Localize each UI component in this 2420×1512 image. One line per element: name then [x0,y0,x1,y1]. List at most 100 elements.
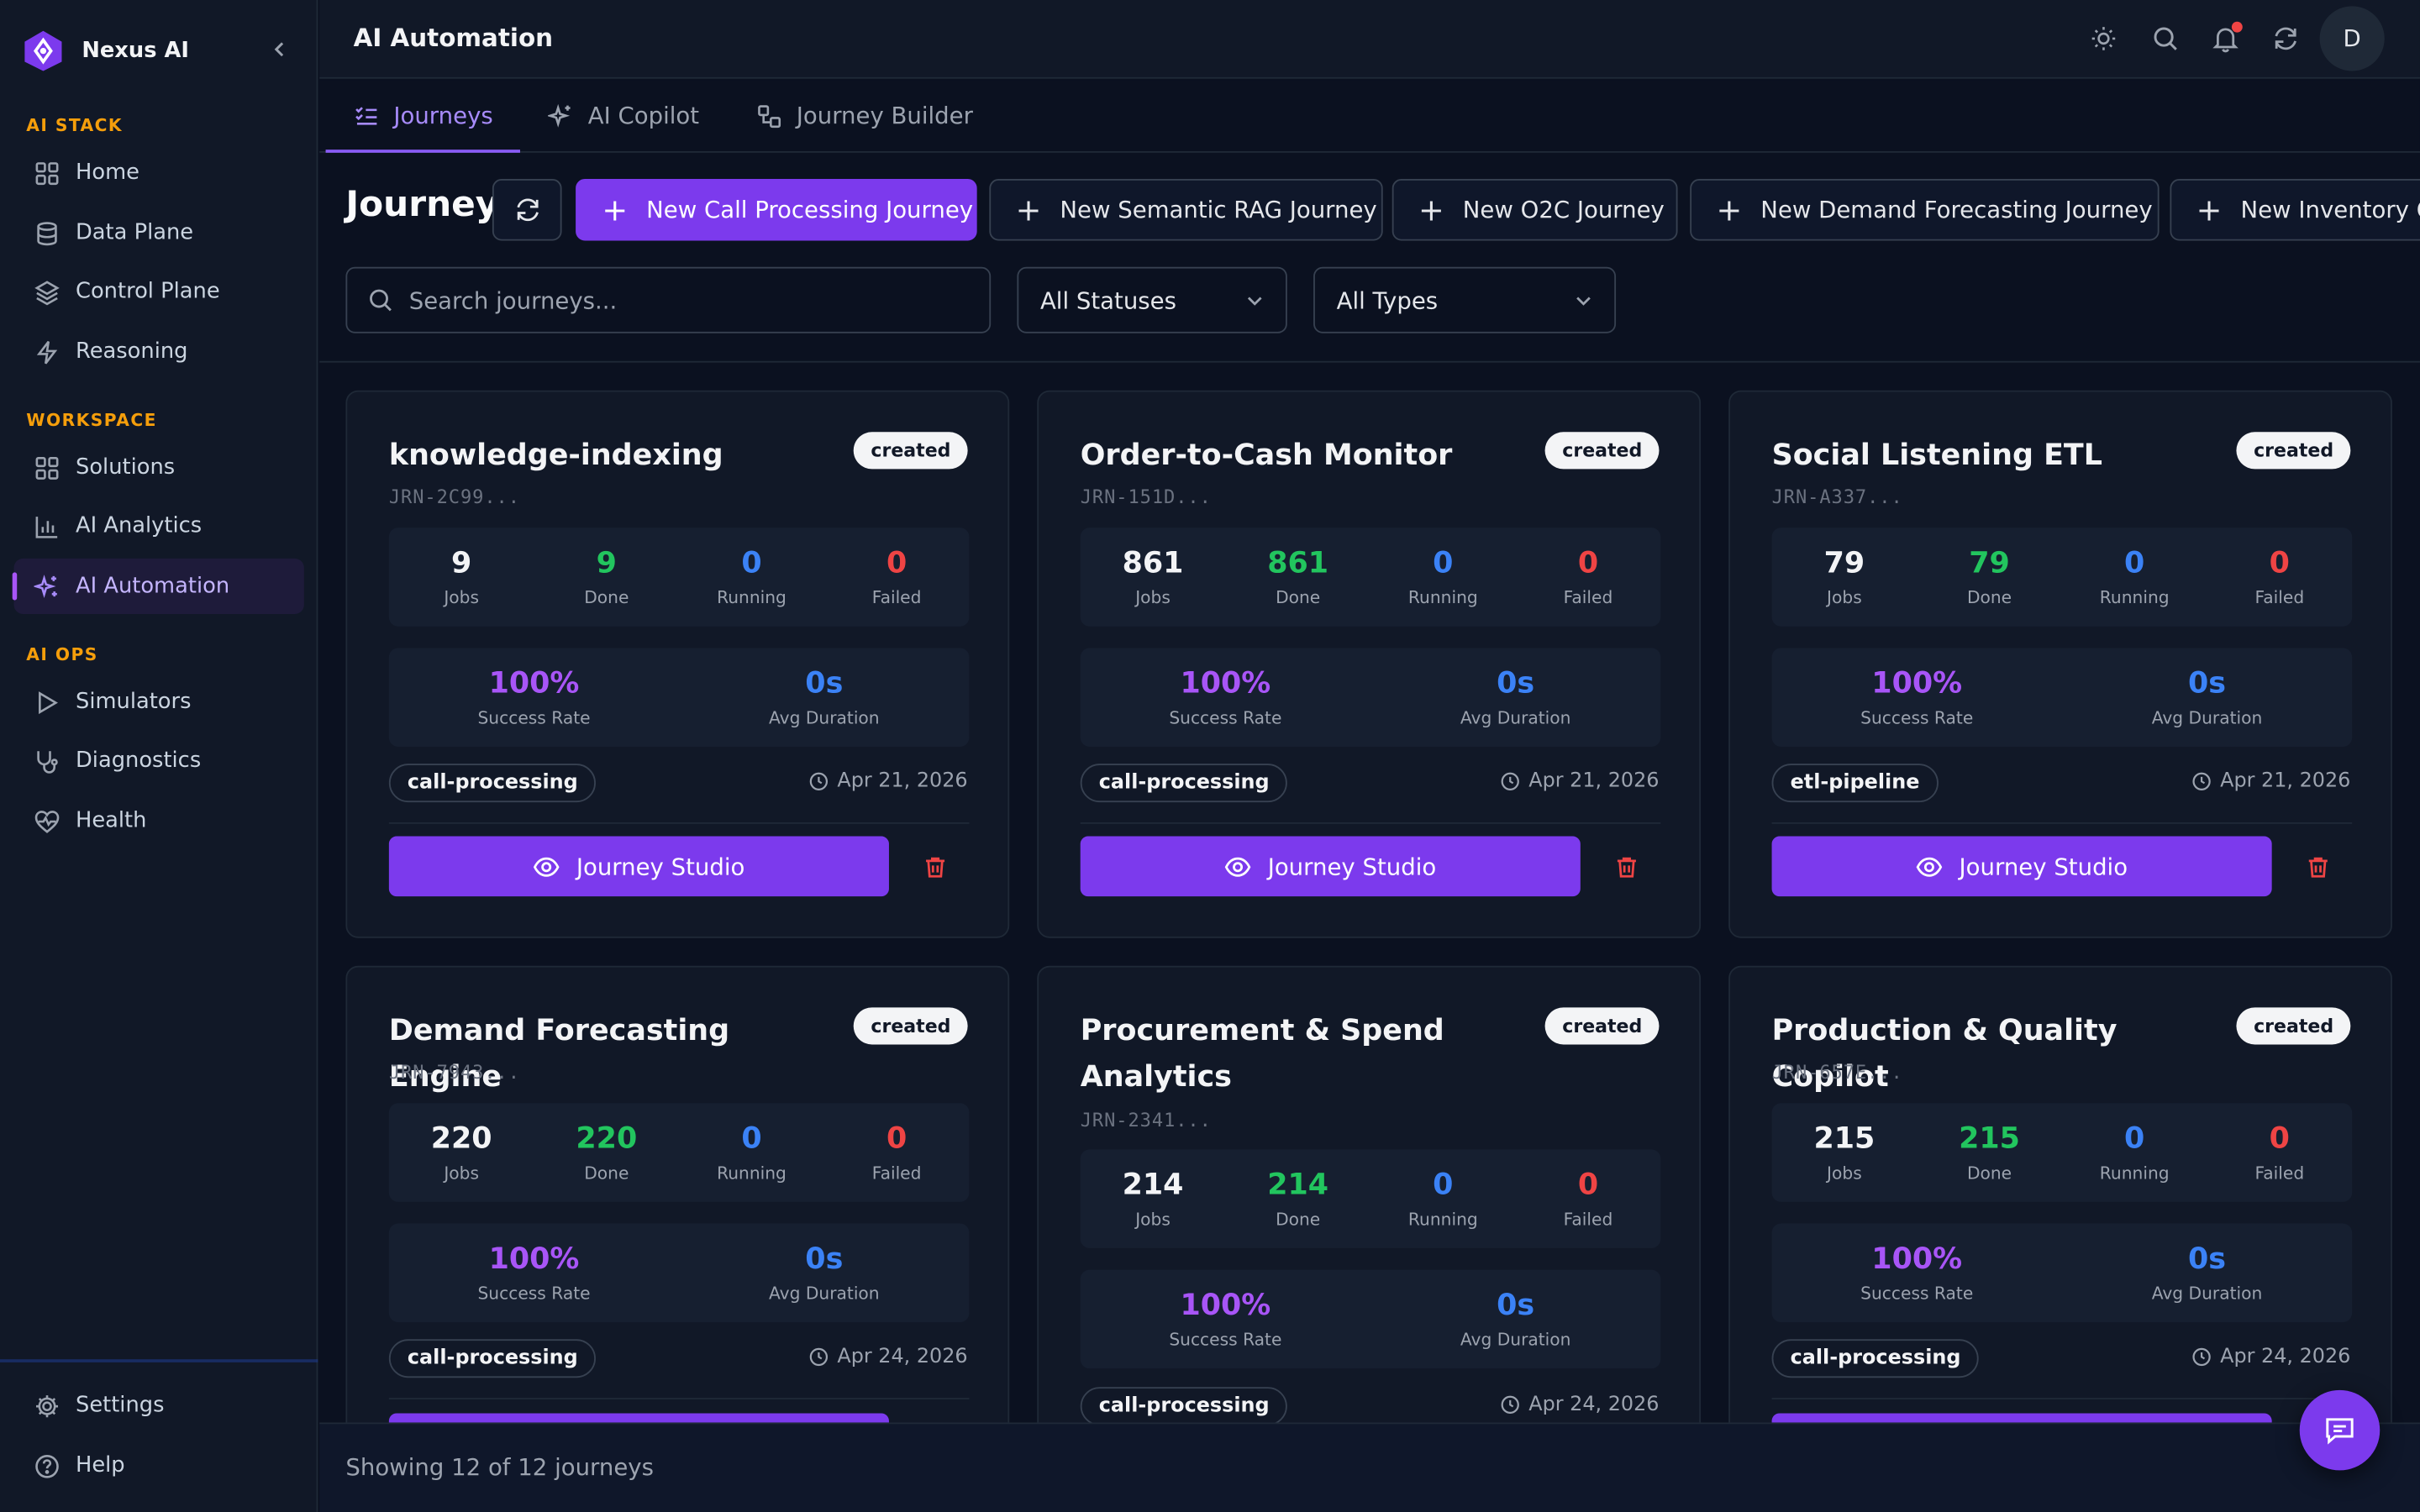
sidebar-item-solutions[interactable]: Solutions [14,439,304,495]
stat-value: 220 [430,1121,492,1156]
chat-assistant-button[interactable] [2299,1389,2381,1471]
brand[interactable]: Nexus AI [24,28,189,74]
metric-avg-duration: 0s Avg Duration [679,648,969,747]
sidebar-item-data-plane[interactable]: Data Plane [14,205,304,260]
journey-studio-button[interactable]: Journey Studio [1080,836,1581,897]
metric-value: 100% [488,1242,580,1276]
journey-id: JRN-151D... [1080,486,1212,508]
tab-journeys[interactable]: Journeys [325,81,522,153]
sidebar-item-home[interactable]: Home [14,145,304,201]
status-badge: created [854,1007,968,1045]
button-label: Journey Studio [1267,852,1437,880]
stat-running: 0 Running [1370,528,1516,627]
metric-success-rate: 100% Success Rate [1081,648,1370,747]
new-semantic-rag-journey-button[interactable]: + New Semantic RAG Journey [989,179,1383,241]
journey-studio-button[interactable]: Journey Studio [1771,836,2272,897]
status-badge: created [1545,432,1660,470]
journey-id: JRN-2341... [1080,1109,1212,1131]
stat-jobs: 215 Jobs [1772,1103,1918,1202]
sidebar-item-reasoning[interactable]: Reasoning [14,324,304,380]
performance-metrics: 100% Success Rate 0s Avg Duration [388,1223,970,1323]
stat-value: 9 [451,546,472,580]
chevron-down-icon [1247,296,1262,305]
stat-failed: 0 Failed [824,1103,970,1202]
metric-success-rate: 100% Success Rate [1081,1270,1370,1369]
clock-icon [1502,772,1520,790]
journey-id: JRN-657E... [1771,1061,1903,1084]
chevron-down-icon [1576,296,1591,305]
job-stats: 79 Jobs 79 Done 0 Running 0 Failed [1771,528,2353,627]
refresh-icon [2275,27,2296,50]
stat-value: 215 [1813,1121,1876,1156]
sidebar-item-health[interactable]: Health [14,793,304,848]
stat-value: 0 [741,1121,762,1156]
tab-journey-builder[interactable]: Journey Builder [756,81,973,151]
eye-icon [1225,856,1252,876]
refresh-page-button[interactable] [2269,22,2302,55]
type-filter-select[interactable]: All Types [1313,266,1617,333]
status-filter-select[interactable]: All Statuses [1017,266,1287,333]
grid-icon [35,161,59,185]
metric-label: Avg Duration [769,1284,880,1305]
stat-label: Running [717,587,786,608]
chat-bubble-icon [2326,1418,2354,1445]
help-circle-icon [35,1454,59,1478]
stat-running: 0 Running [679,528,824,627]
new-o2c-journey-button[interactable]: + New O2C Journey [1392,179,1678,241]
sidebar-item-help[interactable]: Help [14,1438,304,1494]
stat-jobs: 220 Jobs [389,1103,534,1202]
tab-label: AI Copilot [587,102,700,130]
select-value: All Types [1336,286,1439,314]
clock-icon [810,772,829,790]
theme-toggle-button[interactable] [2086,22,2120,55]
notifications-button[interactable] [2208,21,2243,55]
stat-label: Running [717,1163,786,1184]
sparkles-icon [548,102,571,127]
delete-journey-button[interactable] [1610,850,1644,884]
journey-type-tag: call-processing [1080,1387,1288,1426]
job-stats: 861 Jobs 861 Done 0 Running 0 Failed [1080,528,1661,627]
sidebar-item-control-plane[interactable]: Control Plane [14,264,304,319]
new-demand-forecasting-journey-button[interactable]: + New Demand Forecasting Journey [1690,179,2160,241]
sidebar-item-simulators[interactable]: Simulators [14,675,304,730]
heart-pulse-icon [34,810,60,832]
stat-jobs: 214 Jobs [1081,1149,1226,1248]
search-input[interactable] [408,286,965,314]
refresh-journeys-button[interactable] [492,179,562,241]
stat-running: 0 Running [679,1103,824,1202]
stat-value: 0 [2269,546,2290,580]
user-avatar[interactable]: D [2319,6,2385,71]
stat-value: 79 [1969,546,2010,580]
collapse-sidebar-button[interactable] [266,35,293,63]
metric-value: 0s [805,1242,844,1276]
sidebar-item-label: AI Analytics [75,513,203,539]
delete-journey-button[interactable] [2302,850,2335,884]
search-box [345,266,992,333]
journey-card: Demand Forecasting Engine created JRN-79… [345,965,1010,1512]
search-icon [370,289,392,312]
workflow-icon [758,104,781,128]
brand-name: Nexus AI [82,38,189,64]
new-call-processing-journey-button[interactable]: + New Call Processing Journey [576,179,977,241]
chevron-left-icon [274,42,284,57]
tab-bar: Journeys AI Copilot Journey Builder [319,80,2420,153]
bar-chart-icon [35,516,58,538]
sidebar-item-settings[interactable]: Settings [14,1378,304,1433]
eye-icon [1917,856,1943,876]
stat-label: Done [584,1163,629,1184]
sidebar-item-ai-automation[interactable]: AI Automation [12,558,304,615]
new-inventory-journey-button[interactable]: + New Inventory O [2170,179,2420,241]
search-button[interactable] [2149,22,2182,55]
stat-value: 0 [1577,1168,1599,1202]
date-text: Apr 24, 2026 [1528,1393,1660,1417]
delete-journey-button[interactable] [918,850,952,884]
sidebar-item-ai-analytics[interactable]: AI Analytics [14,498,304,554]
results-footer: Showing 12 of 12 journeys [319,1422,2420,1512]
journey-studio-button[interactable]: Journey Studio [388,836,889,897]
tab-ai-copilot[interactable]: AI Copilot [548,81,699,151]
metric-value: 100% [488,666,580,701]
sidebar-item-diagnostics[interactable]: Diagnostics [14,732,304,788]
button-label: Journey Studio [1959,852,2128,880]
plus-icon: + [1716,191,1743,228]
journey-name: Procurement & Spend Analytics [1080,1013,1444,1095]
